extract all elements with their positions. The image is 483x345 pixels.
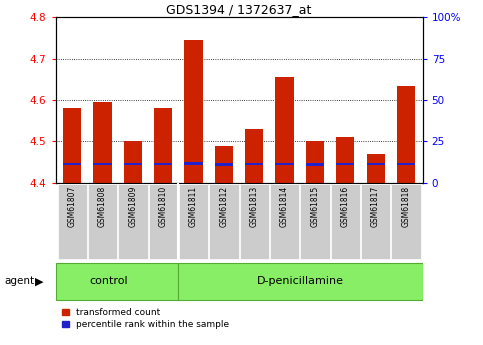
Text: D-penicillamine: D-penicillamine bbox=[257, 276, 344, 286]
Bar bbox=[306, 141, 324, 183]
Bar bbox=[56, 263, 178, 300]
Bar bbox=[215, 146, 233, 183]
Bar bbox=[94, 102, 112, 183]
Text: GSM61809: GSM61809 bbox=[128, 186, 137, 227]
Bar bbox=[397, 162, 415, 165]
Text: GSM61818: GSM61818 bbox=[401, 186, 411, 227]
Title: GDS1394 / 1372637_at: GDS1394 / 1372637_at bbox=[167, 3, 312, 16]
Bar bbox=[330, 185, 360, 259]
Bar bbox=[149, 185, 178, 259]
Text: GSM61808: GSM61808 bbox=[98, 186, 107, 227]
Bar bbox=[154, 163, 172, 166]
Text: GSM61813: GSM61813 bbox=[250, 186, 259, 227]
Bar bbox=[361, 185, 390, 259]
Bar bbox=[300, 185, 329, 259]
Bar bbox=[306, 164, 324, 166]
Bar bbox=[209, 185, 239, 259]
Bar bbox=[57, 185, 87, 259]
Bar bbox=[88, 185, 117, 259]
Text: GSM61815: GSM61815 bbox=[311, 186, 319, 227]
Bar bbox=[367, 154, 384, 183]
Bar bbox=[275, 77, 294, 183]
Bar bbox=[270, 185, 299, 259]
Bar bbox=[178, 263, 423, 300]
Bar bbox=[245, 163, 263, 166]
Legend: transformed count, percentile rank within the sample: transformed count, percentile rank withi… bbox=[60, 306, 231, 331]
Bar bbox=[397, 86, 415, 183]
Bar bbox=[63, 108, 81, 183]
Bar bbox=[154, 108, 172, 183]
Bar bbox=[336, 137, 355, 183]
Bar bbox=[179, 185, 208, 259]
Bar bbox=[245, 129, 263, 183]
Bar bbox=[185, 40, 203, 183]
Bar bbox=[215, 164, 233, 166]
Bar bbox=[367, 163, 384, 166]
Bar bbox=[63, 163, 81, 166]
Bar bbox=[185, 162, 203, 165]
Text: GSM61817: GSM61817 bbox=[371, 186, 380, 227]
Bar bbox=[124, 141, 142, 183]
Text: control: control bbox=[89, 276, 128, 286]
Bar bbox=[118, 185, 148, 259]
Text: GSM61814: GSM61814 bbox=[280, 186, 289, 227]
Bar bbox=[275, 162, 294, 165]
Bar bbox=[240, 185, 269, 259]
Text: ▶: ▶ bbox=[35, 276, 43, 286]
Text: GSM61812: GSM61812 bbox=[219, 186, 228, 227]
Text: GSM61816: GSM61816 bbox=[341, 186, 350, 227]
Text: agent: agent bbox=[5, 276, 35, 286]
Text: GSM61807: GSM61807 bbox=[68, 186, 77, 227]
Bar bbox=[124, 163, 142, 166]
Text: GSM61810: GSM61810 bbox=[159, 186, 168, 227]
Bar bbox=[94, 163, 112, 166]
Text: GSM61811: GSM61811 bbox=[189, 186, 198, 227]
Bar bbox=[336, 163, 355, 166]
Bar bbox=[391, 185, 421, 259]
